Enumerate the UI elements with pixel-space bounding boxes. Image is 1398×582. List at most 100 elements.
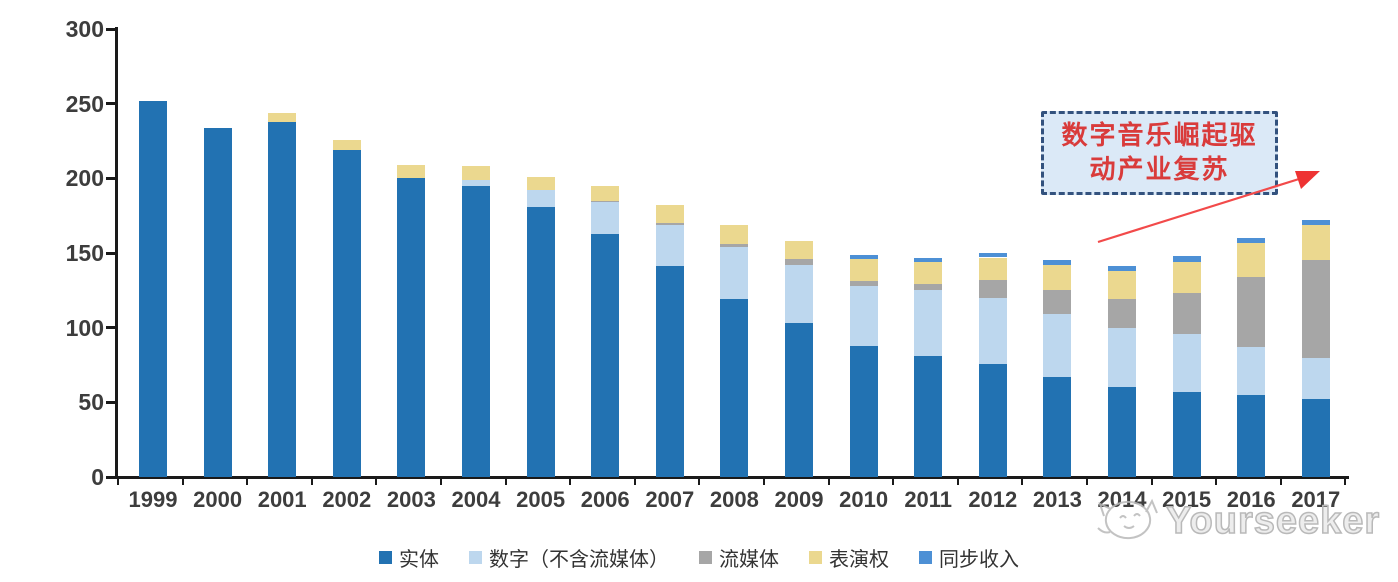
y-tick-mark bbox=[106, 326, 116, 330]
x-tick-label-2000: 2000 bbox=[193, 487, 243, 512]
bar-segment-1999 bbox=[139, 100, 167, 477]
y-tick-mark bbox=[106, 27, 116, 31]
x-tick-mark bbox=[633, 477, 636, 485]
x-axis-line bbox=[113, 476, 1349, 479]
legend-item-1: 实体 bbox=[379, 543, 439, 572]
bar-segment-2004 bbox=[462, 166, 490, 180]
x-tick-mark bbox=[117, 477, 119, 485]
bar-segment-2002 bbox=[332, 139, 361, 150]
x-tick-mark bbox=[1215, 477, 1218, 485]
x-tick-label-2013: 2013 bbox=[1032, 487, 1082, 512]
bar-segment-2017 bbox=[1301, 357, 1330, 400]
bar-segment-2014 bbox=[1108, 299, 1136, 328]
legend-label: 表演权 bbox=[829, 549, 889, 571]
x-tick-mark bbox=[763, 477, 765, 485]
bar-segment-2013 bbox=[1043, 290, 1072, 315]
y-tick-label: 300 bbox=[65, 16, 104, 42]
bar-segment-2017 bbox=[1301, 260, 1330, 358]
legend-swatch bbox=[809, 551, 822, 564]
bar-segment-2005 bbox=[526, 190, 555, 207]
x-tick-label-2008: 2008 bbox=[709, 487, 759, 512]
x-tick-label-2015: 2015 bbox=[1162, 487, 1212, 512]
chart-legend: 实体 数字（不含流媒体） 流媒体 表演权 同步收入 bbox=[0, 543, 1398, 572]
bar-segment-2015 bbox=[1172, 293, 1201, 334]
x-tick-mark bbox=[892, 477, 895, 485]
x-tick-label-2014: 2014 bbox=[1097, 487, 1147, 512]
y-tick-mark bbox=[106, 475, 116, 479]
bar-segment-2014 bbox=[1108, 266, 1136, 271]
bar-segment-2010 bbox=[849, 281, 878, 286]
x-tick-mark bbox=[956, 477, 959, 485]
x-tick-label-2002: 2002 bbox=[322, 487, 372, 512]
bar-segment-2011 bbox=[914, 257, 943, 262]
bar-segment-2011 bbox=[914, 356, 943, 477]
x-tick-mark bbox=[504, 477, 507, 485]
bar-segment-2010 bbox=[849, 285, 878, 346]
bar-segment-2007 bbox=[655, 205, 684, 224]
bar-segment-2012 bbox=[978, 297, 1007, 364]
y-tick-mark bbox=[106, 176, 116, 180]
bar-segment-2008 bbox=[720, 224, 749, 245]
bar-segment-2016 bbox=[1237, 394, 1266, 477]
x-tick-mark bbox=[698, 477, 701, 485]
bar-segment-2012 bbox=[978, 253, 1007, 258]
bar-segment-2005 bbox=[526, 176, 555, 191]
bar-segment-2009 bbox=[785, 323, 813, 477]
x-tick-label-2007: 2007 bbox=[645, 487, 695, 512]
y-tick-label: 150 bbox=[65, 240, 104, 266]
bar-segment-2012 bbox=[978, 279, 1007, 298]
bar-segment-2014 bbox=[1108, 270, 1136, 300]
bar-segment-2015 bbox=[1172, 261, 1201, 294]
bar-segment-2014 bbox=[1108, 387, 1136, 477]
bar-segment-2017 bbox=[1301, 399, 1330, 477]
bar-segment-2004 bbox=[462, 179, 490, 186]
x-tick-label-2005: 2005 bbox=[516, 487, 566, 512]
bar-segment-2006 bbox=[591, 233, 620, 477]
bar-segment-2016 bbox=[1237, 276, 1266, 348]
legend-item-3: 流媒体 bbox=[699, 543, 779, 572]
x-tick-mark bbox=[181, 477, 184, 485]
bar-segment-2015 bbox=[1172, 333, 1201, 392]
x-tick-label-2011: 2011 bbox=[904, 487, 953, 512]
x-tick-label-2010: 2010 bbox=[839, 487, 889, 512]
bar-segment-2013 bbox=[1043, 260, 1072, 265]
legend-swatch bbox=[469, 551, 482, 564]
x-tick-mark bbox=[1344, 477, 1347, 485]
x-tick-mark bbox=[827, 477, 830, 485]
x-tick-label-2012: 2012 bbox=[968, 487, 1018, 512]
y-tick-mark bbox=[106, 251, 116, 255]
legend-label: 同步收入 bbox=[939, 549, 1019, 571]
annotation-text-line2: 动产业复苏 bbox=[1089, 155, 1230, 184]
bar-segment-2010 bbox=[849, 345, 878, 477]
y-tick-label: 200 bbox=[65, 165, 104, 192]
bar-segment-2008 bbox=[720, 244, 749, 248]
bar-segment-2009 bbox=[785, 258, 813, 265]
bar-segment-2010 bbox=[849, 254, 878, 259]
x-tick-mark bbox=[440, 477, 442, 485]
legend-swatch bbox=[919, 551, 932, 564]
x-tick-label-2006: 2006 bbox=[580, 487, 630, 512]
annotation-callout-box: 数字音乐崛起驱 动产业复苏 bbox=[1041, 111, 1278, 195]
x-tick-mark bbox=[310, 477, 313, 485]
bar-segment-2001 bbox=[268, 112, 297, 122]
bar-segment-2017 bbox=[1301, 224, 1330, 261]
legend-label: 流媒体 bbox=[719, 549, 779, 571]
bar-segment-2007 bbox=[655, 266, 684, 477]
bar-segment-2007 bbox=[655, 223, 684, 225]
x-tick-label-1999: 1999 bbox=[128, 487, 178, 512]
x-tick-label-2001: 2001 bbox=[257, 487, 307, 512]
bar-segment-2002 bbox=[332, 149, 361, 477]
legend-label: 数字（不含流媒体） bbox=[489, 549, 669, 571]
bar-segment-2012 bbox=[978, 363, 1007, 477]
bar-segment-2014 bbox=[1108, 327, 1136, 388]
y-tick-mark bbox=[106, 400, 116, 404]
bar-segment-2007 bbox=[655, 224, 684, 267]
bar-segment-2006 bbox=[591, 202, 620, 234]
legend-swatch bbox=[699, 551, 712, 564]
x-tick-label-2016: 2016 bbox=[1226, 487, 1276, 512]
x-tick-mark bbox=[1150, 477, 1153, 485]
bar-segment-2005 bbox=[526, 206, 555, 477]
bar-segment-2004 bbox=[462, 185, 490, 477]
bar-segment-2016 bbox=[1237, 238, 1266, 243]
bar-segment-2010 bbox=[849, 258, 878, 282]
